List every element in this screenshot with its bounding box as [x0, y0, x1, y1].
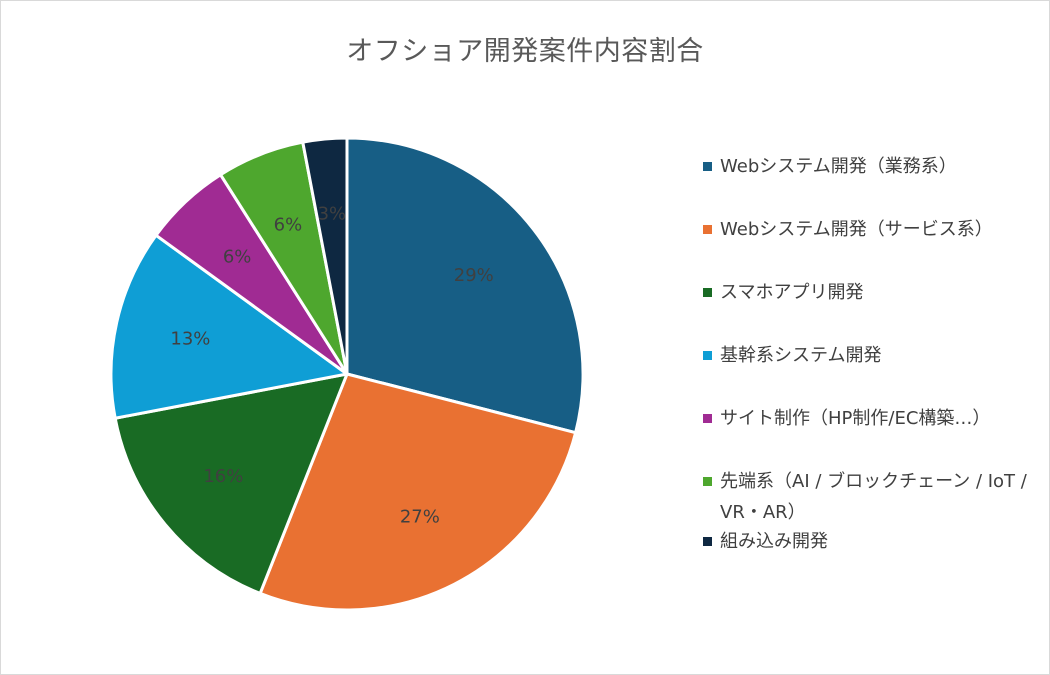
legend: Webシステム開発（業務系） Webシステム開発（サービス系） スマホアプリ開発 基幹… — [703, 151, 1043, 557]
data-label-4: 13% — [170, 328, 210, 349]
legend-swatch — [703, 477, 712, 486]
data-label-5: 6% — [223, 247, 252, 268]
data-label-7: 3% — [318, 204, 347, 225]
legend-item-6: 先端系（AI / ブロックチェーン / IoT / VR・AR） — [703, 466, 1043, 528]
legend-label: 先端系（AI / ブロックチェーン / IoT / VR・AR） — [720, 471, 1027, 523]
legend-swatch — [703, 162, 712, 171]
data-label-3: 16% — [203, 466, 243, 487]
data-label-1: 29% — [454, 265, 494, 286]
legend-label: 基幹系システム開発 — [720, 345, 882, 366]
legend-swatch — [703, 537, 712, 546]
legend-item-5: サイト制作（HP制作/EC構築…） — [703, 403, 1043, 434]
legend-label: 組み込み開発 — [720, 531, 828, 552]
legend-item-2: Webシステム開発（サービス系） — [703, 214, 1043, 245]
pie-slice-1 — [345, 136, 585, 435]
legend-item-7: 組み込み開発 — [703, 526, 1043, 557]
legend-swatch — [703, 225, 712, 234]
legend-label: スマホアプリ開発 — [720, 282, 864, 303]
legend-swatch — [703, 288, 712, 297]
legend-item-3: スマホアプリ開発 — [703, 277, 1043, 308]
pie-slice-7 — [301, 136, 349, 376]
legend-label: サイト制作（HP制作/EC構築…） — [720, 408, 991, 429]
data-label-6: 6% — [274, 214, 303, 235]
legend-label: Webシステム開発（サービス系） — [720, 219, 993, 240]
legend-item-4: 基幹系システム開発 — [703, 340, 1043, 371]
legend-swatch — [703, 414, 712, 423]
legend-label: Webシステム開発（業務系） — [720, 156, 957, 177]
legend-swatch — [703, 351, 712, 360]
pie-slice-3 — [113, 372, 349, 595]
chart-title: オフショア開発案件内容割合 — [346, 36, 704, 67]
data-label-2: 27% — [400, 506, 440, 527]
pie-slice-2 — [258, 372, 578, 612]
legend-item-1: Webシステム開発（業務系） — [703, 151, 1043, 182]
pie-slice-4 — [109, 233, 349, 420]
